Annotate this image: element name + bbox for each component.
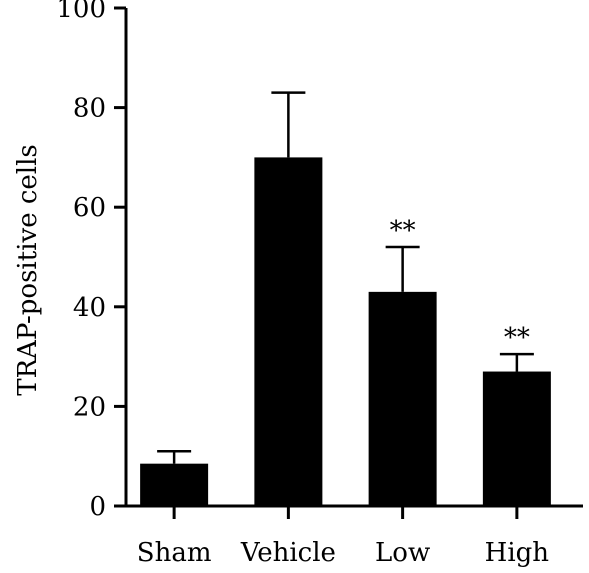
y-tick-label-2: 40 [73,293,106,323]
x-tick-label-sham: Sham [137,538,212,568]
significance-low: ** [390,216,416,246]
error-bars [157,91,534,464]
bar-high [482,371,551,506]
labels: 0 20 40 60 80 100 Sham Vehicle ** Low ** High [56,0,549,568]
y-tick-label-1: 20 [73,392,106,422]
y-tick-label-0: 0 [89,492,106,522]
y-tick-label-5: 100 [56,0,106,24]
significance-high: ** [504,323,530,353]
bar-low [368,291,437,506]
x-tick-label-vehicle: Vehicle [240,538,336,568]
y-tick-label-4: 80 [73,94,106,124]
bar-sham [140,463,209,506]
bar-vehicle [254,157,323,506]
y-tick-label-3: 60 [73,193,106,223]
y-axis-label: TRAP-positive cells [13,144,43,396]
x-tick-label-low: Low [375,538,430,568]
x-tick-label-high: High [485,538,550,568]
bars [140,157,551,506]
